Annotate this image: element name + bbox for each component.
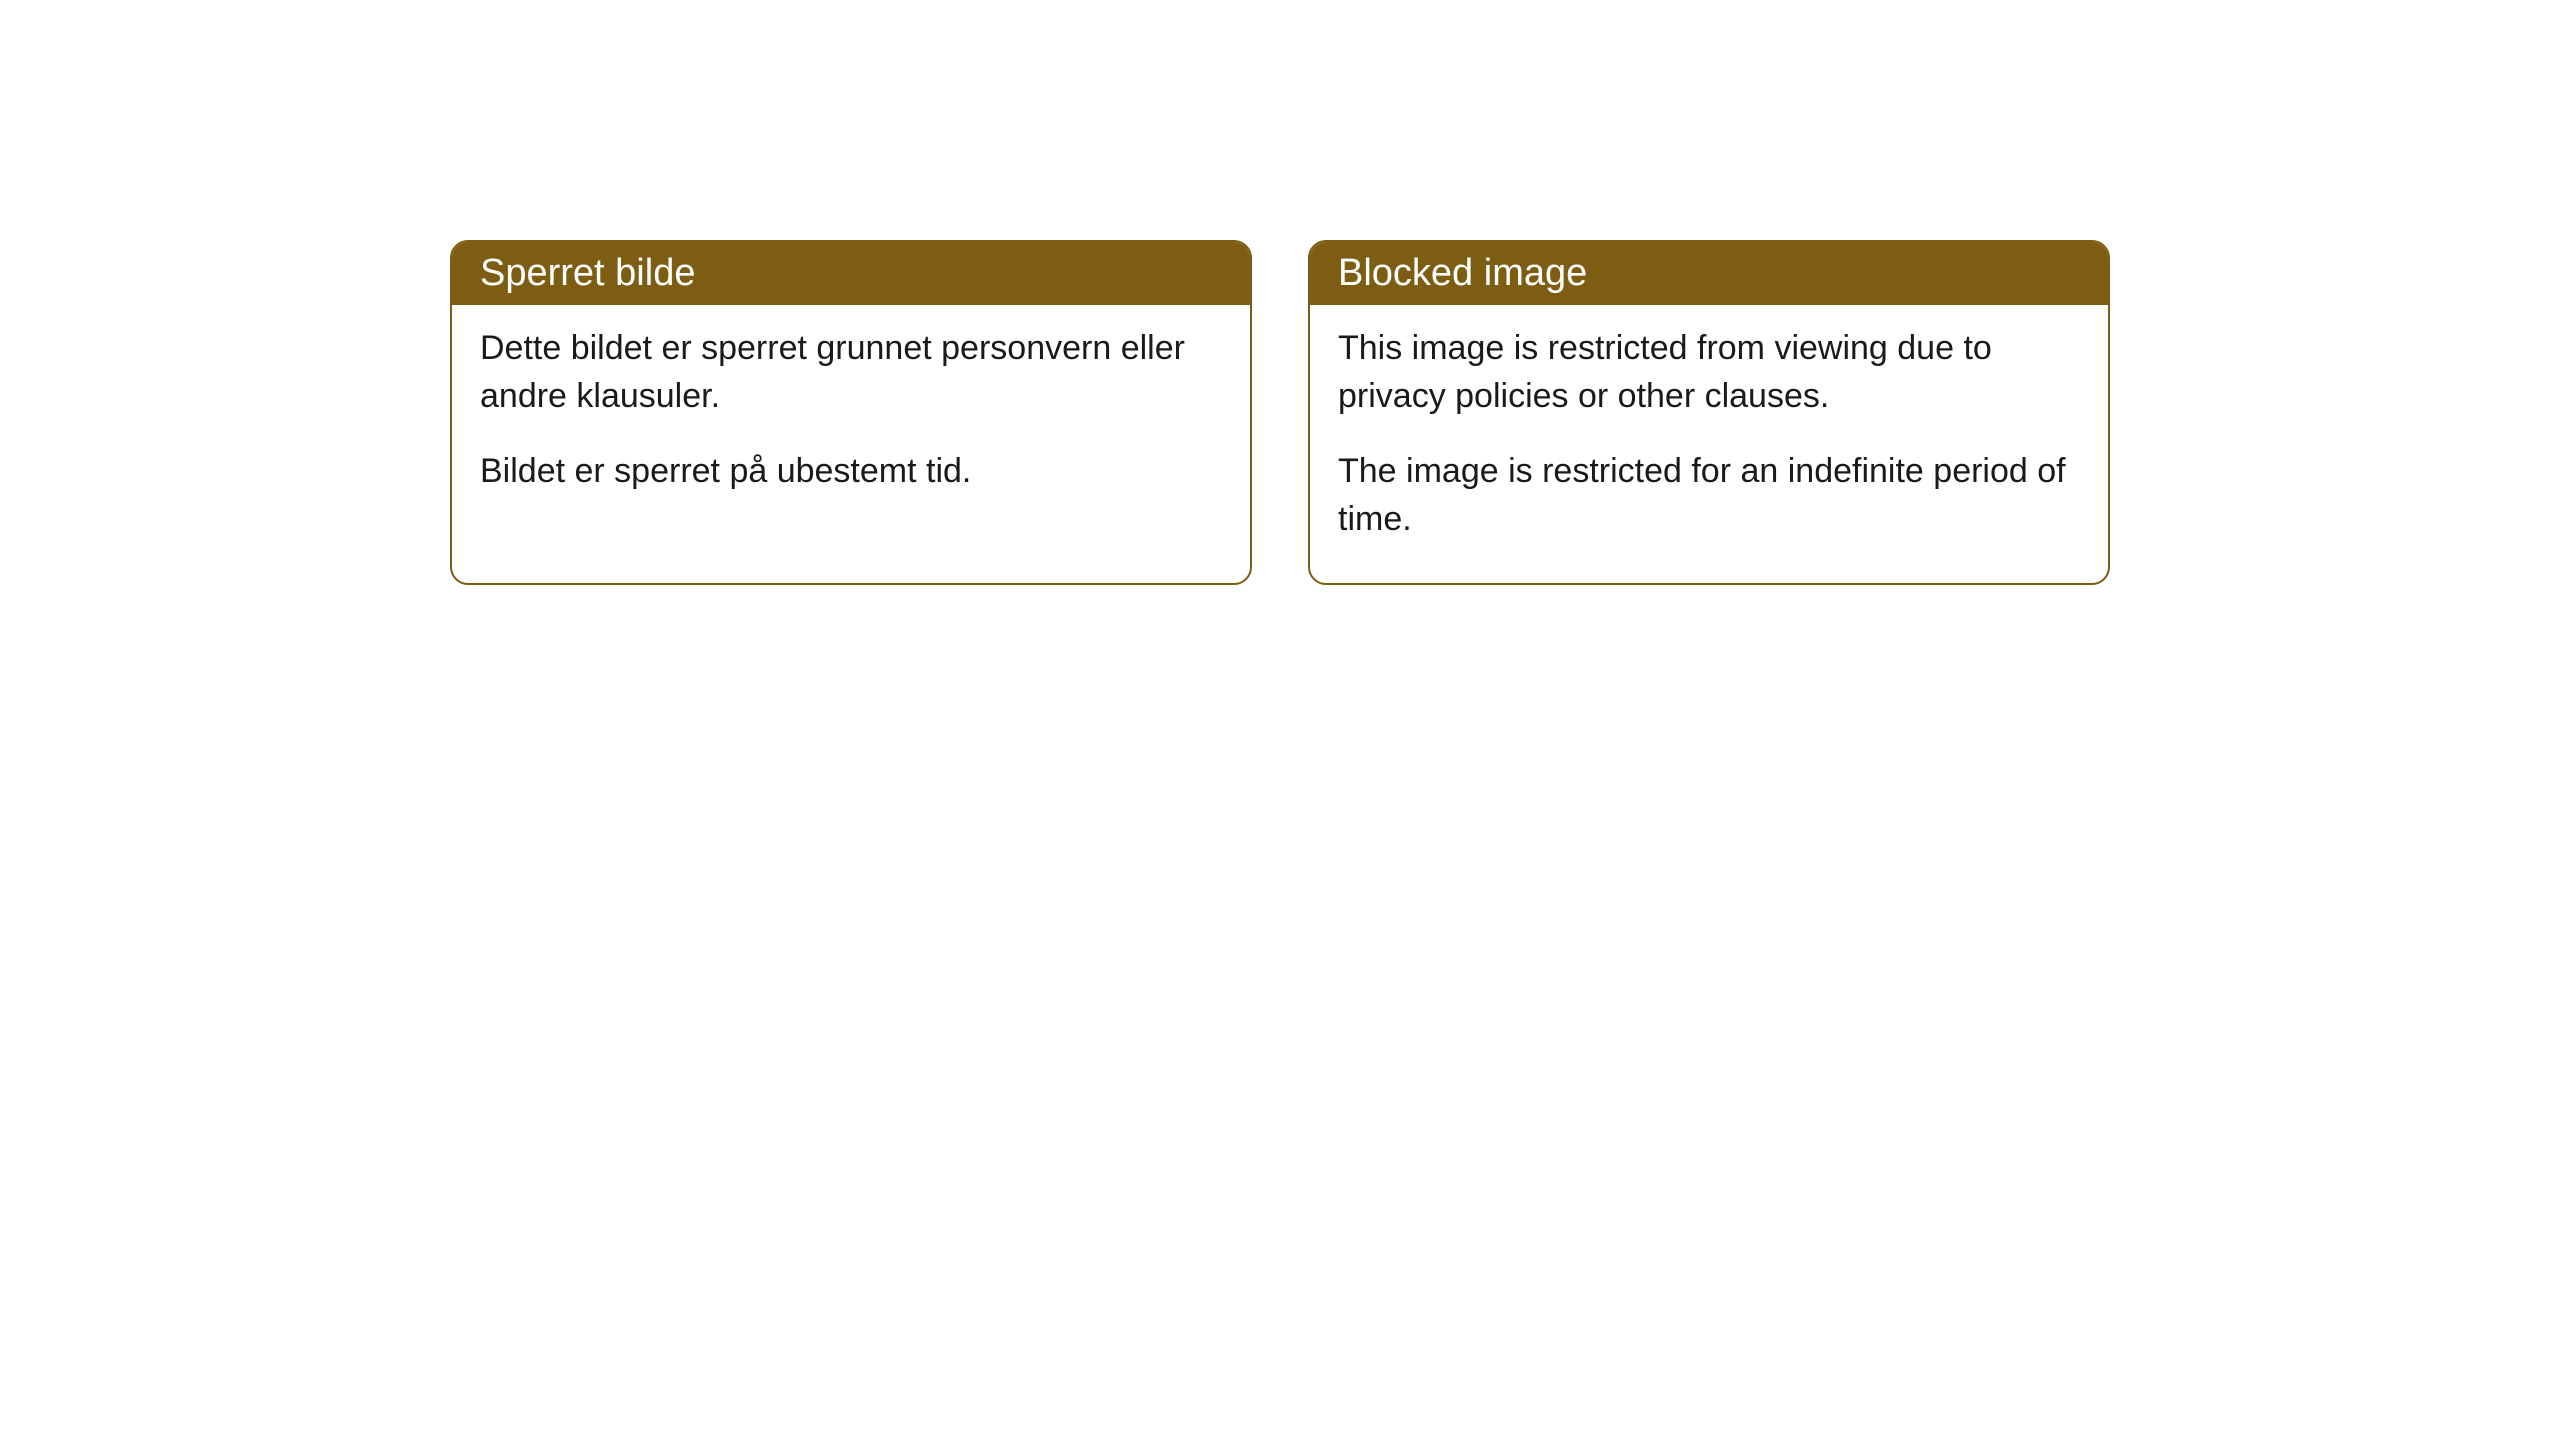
card-paragraph: Dette bildet er sperret grunnet personve… [480, 325, 1222, 420]
card-body: Dette bildet er sperret grunnet personve… [452, 305, 1250, 536]
card-title: Blocked image [1338, 252, 1587, 294]
card-paragraph: The image is restricted for an indefinit… [1338, 448, 2080, 543]
blocked-image-card-en: Blocked image This image is restricted f… [1308, 240, 2110, 585]
card-paragraph: This image is restricted from viewing du… [1338, 325, 2080, 420]
card-header: Blocked image [1310, 242, 2108, 305]
notice-cards-container: Sperret bilde Dette bildet er sperret gr… [450, 240, 2110, 585]
card-body: This image is restricted from viewing du… [1310, 305, 2108, 583]
card-title: Sperret bilde [480, 252, 695, 294]
blocked-image-card-no: Sperret bilde Dette bildet er sperret gr… [450, 240, 1252, 585]
card-paragraph: Bildet er sperret på ubestemt tid. [480, 448, 1222, 496]
card-header: Sperret bilde [452, 242, 1250, 305]
